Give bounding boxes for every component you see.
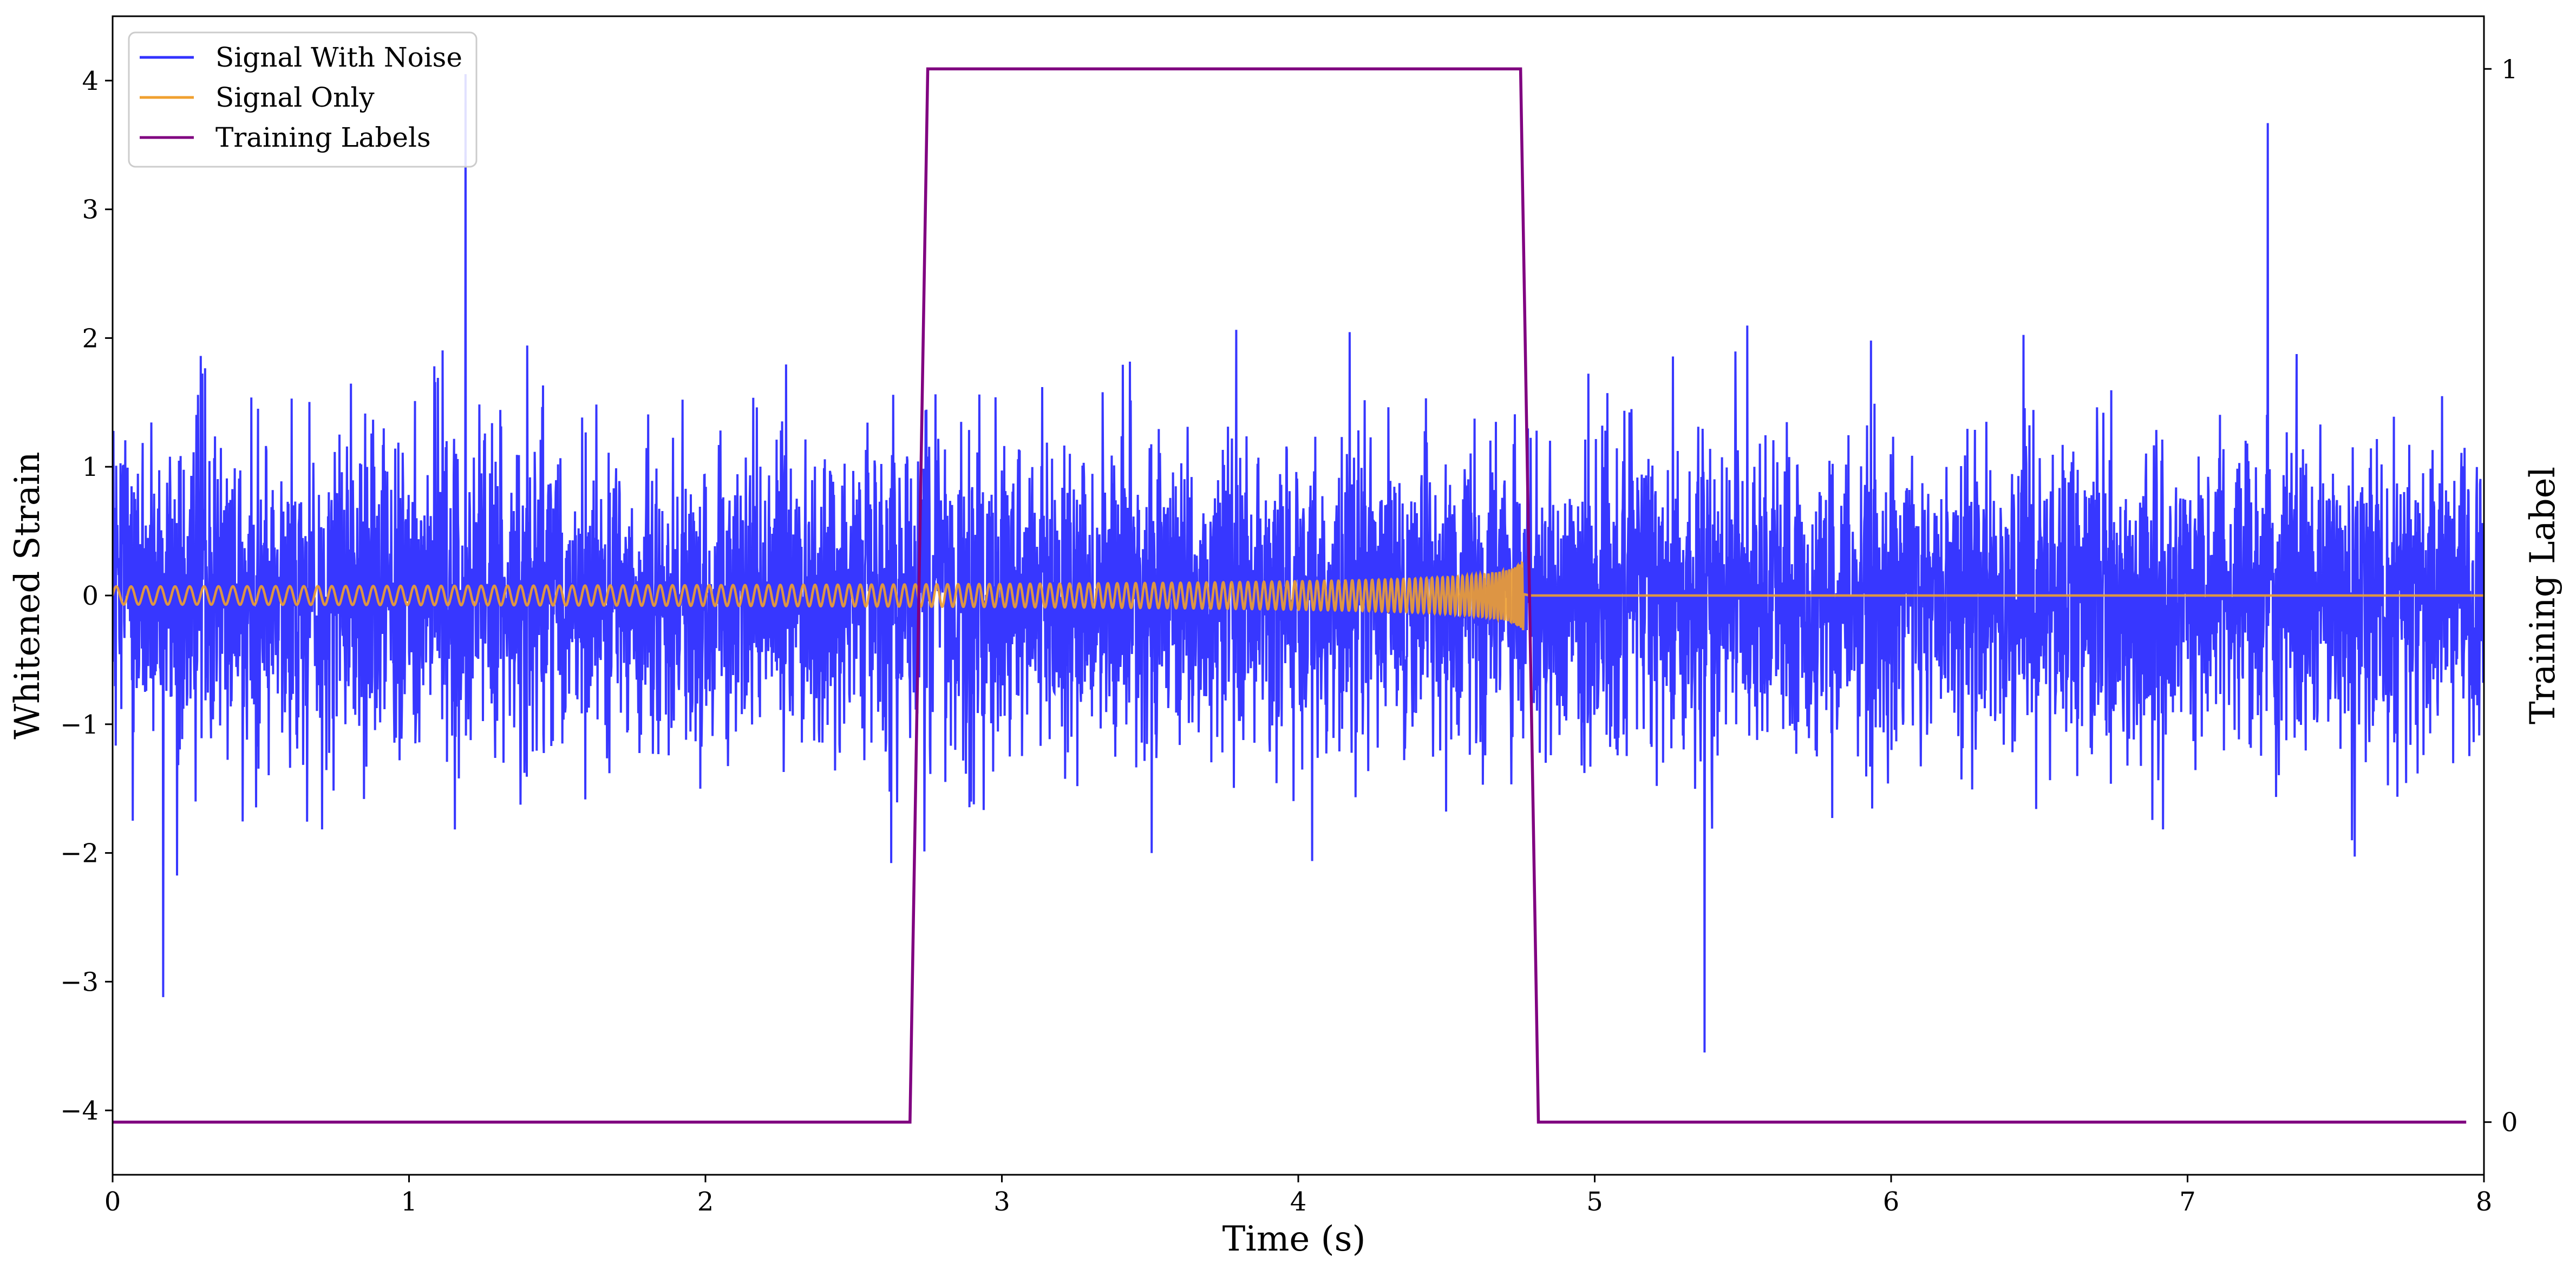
series-line-signal-with-noise <box>113 74 2484 1053</box>
y-tick-label: 1 <box>82 452 99 482</box>
x-axis-title: Time (s) <box>1222 1219 1366 1259</box>
plot-lines <box>113 67 2484 1124</box>
x-tick-label: 6 <box>1883 1187 1900 1217</box>
y2-axis-title: Training Label <box>2523 467 2563 724</box>
y-tick-label: 2 <box>82 323 99 354</box>
series-line-training-labels <box>113 67 2467 1124</box>
y-tick-label: 0 <box>82 581 99 611</box>
y2-tick-label: 0 <box>2501 1108 2518 1138</box>
legend: Signal With Noise Signal Only Training Lab… <box>128 31 478 168</box>
y-tick-label: −2 <box>60 839 99 869</box>
axes: 0 1 2 3 4 5 6 7 8 −4 −3 −2 −1 0 1 2 3 4 0 1 <box>60 15 2518 1217</box>
legend-label: Training Labels <box>215 122 431 153</box>
y-tick-label: −3 <box>60 967 99 997</box>
legend-label: Signal With Noise <box>215 42 462 73</box>
y-tick-label: 3 <box>82 195 99 225</box>
y-tick-label: 4 <box>82 66 99 96</box>
x-tick-label: 3 <box>993 1187 1010 1217</box>
legend-box <box>128 31 478 168</box>
x-tick-label: 4 <box>1290 1187 1307 1217</box>
x-tick-label: 0 <box>104 1187 121 1217</box>
y-tick-label: −1 <box>60 710 99 740</box>
x-tick-label: 1 <box>401 1187 417 1217</box>
plot-area <box>113 67 2484 1124</box>
y-axis-title: Whitened Strain <box>8 451 48 739</box>
x-tick-label: 2 <box>697 1187 714 1217</box>
x-tick-label: 5 <box>1586 1187 1603 1217</box>
legend-label: Signal Only <box>215 82 375 113</box>
series-line-signal-only <box>113 560 2484 631</box>
y-tick-label: −4 <box>60 1096 99 1126</box>
x-tick-label: 7 <box>2179 1187 2196 1217</box>
y2-tick-label: 1 <box>2501 54 2518 84</box>
x-tick-label: 8 <box>2476 1187 2493 1217</box>
